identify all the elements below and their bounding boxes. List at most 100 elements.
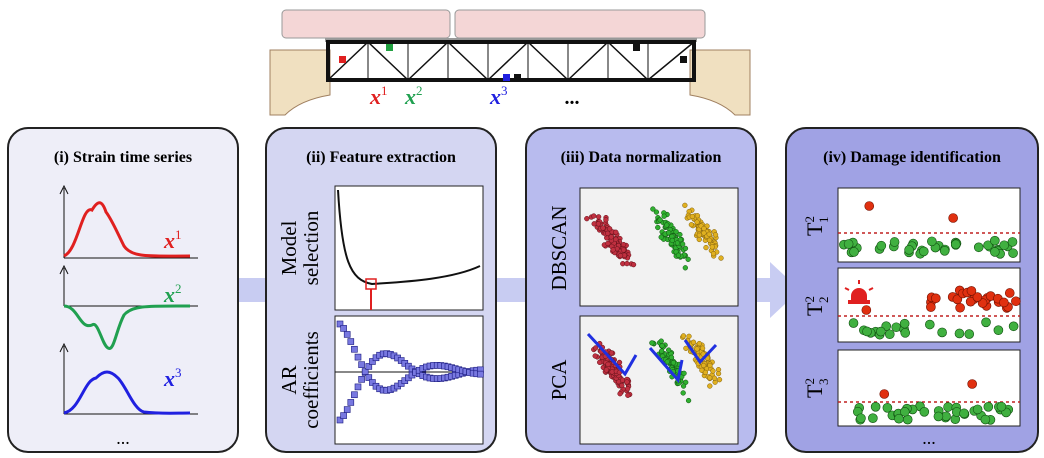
cluster-point	[701, 363, 706, 368]
cluster-point	[593, 354, 598, 359]
score-point	[934, 412, 943, 421]
score-point	[856, 414, 865, 423]
cluster-point	[659, 349, 664, 354]
score-point	[880, 390, 889, 399]
score-point	[982, 318, 991, 327]
score-point	[1005, 288, 1014, 297]
panel	[8, 128, 238, 452]
ar-point	[355, 354, 361, 360]
ellipsis: ...	[116, 428, 130, 448]
score-point	[1009, 322, 1018, 331]
score-point	[981, 415, 990, 424]
score-point	[999, 298, 1008, 307]
cluster-point	[650, 207, 655, 212]
ellipsis: ...	[565, 87, 580, 109]
panel-title: (iii) Data normalization	[561, 149, 722, 166]
score-point	[960, 409, 969, 418]
cluster-point	[618, 253, 623, 258]
ar-point	[477, 371, 483, 377]
ar-point	[344, 331, 350, 337]
cluster-point	[703, 370, 708, 375]
score-point	[997, 402, 1006, 411]
score-point	[967, 286, 976, 295]
score-point	[925, 320, 934, 329]
cluster-point	[690, 214, 695, 219]
cluster-point	[691, 340, 696, 345]
cluster-point	[596, 214, 601, 219]
cluster-point	[689, 222, 694, 227]
cluster-point	[707, 384, 712, 389]
score-point	[920, 407, 929, 416]
score-point	[990, 236, 999, 245]
cluster-point	[711, 251, 716, 256]
score-point	[877, 241, 886, 250]
cluster-point	[671, 360, 676, 365]
ar-point	[348, 399, 354, 405]
score-point	[951, 240, 960, 249]
cluster-point	[704, 245, 709, 250]
score-point	[968, 380, 977, 389]
cluster-point	[712, 376, 717, 381]
score-point	[883, 403, 892, 412]
cluster-point	[618, 391, 623, 396]
bridge	[270, 10, 750, 115]
score-point	[984, 402, 993, 411]
cluster-point	[695, 213, 700, 218]
score-point	[927, 237, 936, 246]
ar-point	[351, 392, 357, 398]
cluster-point	[707, 375, 712, 380]
score-point	[862, 306, 871, 315]
score-point	[1009, 249, 1018, 258]
cluster-point	[601, 226, 606, 231]
score-point	[890, 237, 899, 246]
ar-point	[341, 325, 347, 331]
cluster-point	[680, 242, 685, 247]
ar-point	[348, 339, 354, 345]
cluster-point	[662, 214, 667, 219]
cluster-point	[619, 383, 624, 388]
cluster-point	[613, 230, 618, 235]
score-point	[990, 247, 999, 256]
cluster-point	[666, 348, 671, 353]
score-point	[940, 246, 949, 255]
ar-point	[351, 346, 357, 352]
ar-point	[341, 413, 347, 419]
cluster-point	[584, 216, 589, 221]
cluster-point	[609, 234, 614, 239]
cluster-point	[681, 384, 686, 389]
cluster-point	[710, 244, 715, 249]
score-point	[938, 328, 947, 337]
cluster-point	[684, 346, 689, 351]
cluster-point	[707, 232, 712, 237]
score-point	[871, 402, 880, 411]
cluster-point	[660, 343, 665, 348]
cluster-point	[702, 226, 707, 231]
panel-title: (i) Strain time series	[54, 149, 192, 166]
cluster-point	[607, 226, 612, 231]
cluster-point	[681, 391, 686, 396]
cluster-point	[676, 253, 681, 258]
cluster-point	[664, 223, 669, 228]
score-point	[973, 405, 982, 414]
score-point	[974, 243, 983, 252]
cluster-point	[700, 346, 705, 351]
ar-point	[344, 407, 350, 413]
cluster-point	[682, 371, 687, 376]
score-point	[865, 202, 874, 211]
score-point	[1008, 237, 1017, 246]
sensor-label: x2	[404, 83, 423, 109]
sensor-label: x1	[369, 83, 388, 109]
cluster-point	[713, 232, 718, 237]
cluster-point	[604, 368, 609, 373]
ellipsis: ...	[922, 428, 936, 448]
score-point	[931, 294, 940, 303]
score-point	[905, 245, 914, 254]
plot-label: AR	[277, 365, 301, 394]
score-point	[849, 319, 858, 328]
cluster-point	[665, 359, 670, 364]
score-point	[849, 247, 858, 256]
cluster-point	[716, 371, 721, 376]
ar-point	[359, 376, 365, 382]
score-point	[949, 214, 958, 223]
cluster-point	[625, 386, 630, 391]
